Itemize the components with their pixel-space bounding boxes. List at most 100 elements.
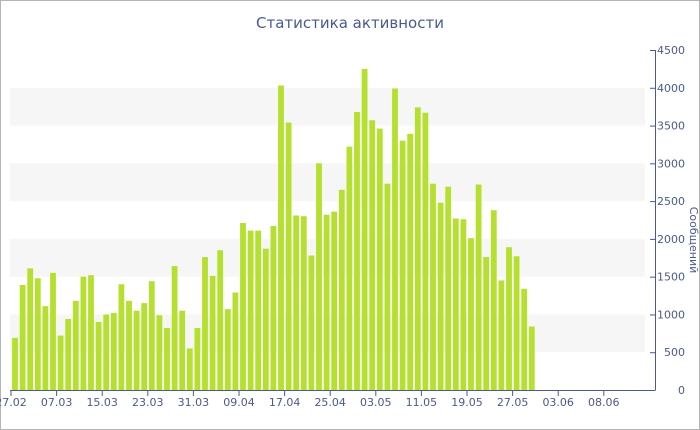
x-tick-label: 31.03 — [178, 396, 210, 409]
bar — [293, 215, 300, 390]
grid-band — [10, 163, 645, 202]
bar — [164, 328, 170, 390]
bar — [338, 189, 345, 390]
bar — [240, 223, 246, 390]
bar — [65, 318, 72, 390]
bar — [34, 278, 41, 390]
y-axis-label: Сообщений — [687, 207, 700, 274]
bar — [384, 183, 391, 390]
y-tick-label: 4000 — [657, 82, 685, 95]
bar — [300, 216, 307, 390]
x-tick-label: 09.04 — [223, 396, 255, 409]
bar — [262, 248, 269, 390]
chart-title: Статистика активности — [256, 14, 444, 32]
bar — [255, 230, 262, 390]
bar — [445, 186, 452, 390]
bar — [103, 314, 110, 390]
bar — [354, 111, 360, 391]
x-tick-label: 03.05 — [360, 396, 392, 409]
grid-band — [10, 87, 645, 126]
bar — [232, 292, 239, 390]
x-tick-label: 25.04 — [314, 396, 346, 409]
bar — [95, 322, 102, 390]
x-tick-label: 19.05 — [451, 396, 483, 409]
bar — [316, 163, 322, 390]
y-tick-label: 2000 — [657, 233, 685, 246]
bar — [468, 238, 474, 390]
bar — [217, 250, 224, 390]
bar — [513, 256, 520, 390]
bar — [247, 230, 254, 390]
bar — [209, 275, 216, 390]
bar — [156, 315, 163, 390]
bar — [171, 266, 178, 390]
bar — [42, 306, 49, 390]
bar — [12, 337, 18, 390]
bar — [369, 120, 376, 391]
bar — [490, 210, 497, 390]
bar — [133, 310, 140, 390]
bar — [308, 255, 315, 390]
bar — [179, 310, 186, 390]
bar — [407, 133, 414, 390]
bar — [19, 284, 26, 390]
y-tick-label: 3000 — [657, 157, 685, 170]
bar — [437, 202, 444, 390]
bar — [118, 284, 125, 390]
x-tick-label: 27.05 — [497, 396, 529, 409]
bar — [285, 122, 292, 390]
x-tick-label: 03.06 — [542, 396, 574, 409]
bar — [202, 257, 208, 390]
x-tick-label: 23.03 — [132, 396, 164, 409]
bars — [12, 68, 535, 391]
bar — [270, 226, 277, 390]
x-tick-label: 27.02 — [0, 396, 27, 409]
bar — [430, 183, 436, 390]
x-tick-label: 07.03 — [41, 396, 73, 409]
bar — [422, 112, 429, 391]
bar — [460, 219, 467, 390]
bar — [392, 88, 398, 390]
bar — [528, 326, 535, 390]
bar — [80, 276, 87, 390]
bar — [126, 300, 132, 390]
x-tick-label: 17.04 — [269, 396, 301, 409]
bar — [224, 309, 231, 390]
bar — [88, 275, 94, 390]
bar — [186, 348, 193, 390]
bar — [361, 68, 368, 390]
bar — [148, 281, 155, 390]
y-tick-label: 3500 — [657, 120, 685, 133]
bar — [50, 272, 56, 390]
bar — [414, 107, 421, 391]
bar — [194, 328, 201, 390]
y-tick-label: 0 — [678, 384, 685, 397]
bar — [452, 218, 459, 390]
bar — [498, 280, 505, 390]
axes: 0 500 1000 1500 2000 2500 3000 3500 4000 4500 27.0… — [0, 44, 685, 409]
bar — [346, 146, 353, 390]
bar — [521, 288, 528, 390]
x-tick-label: 08.06 — [588, 396, 620, 409]
bar — [141, 303, 148, 390]
bar — [506, 247, 512, 390]
bar — [323, 214, 330, 390]
bar — [475, 184, 482, 390]
bar — [278, 85, 284, 390]
y-tick-label: 4500 — [657, 44, 685, 57]
bar — [72, 300, 79, 390]
bar — [483, 257, 490, 390]
bar — [376, 128, 383, 390]
bar — [399, 140, 406, 390]
y-tick-label: 2500 — [657, 195, 685, 208]
bar — [331, 211, 338, 390]
x-tick-label: 11.05 — [406, 396, 438, 409]
bar — [110, 312, 117, 390]
y-tick-label: 500 — [664, 346, 685, 359]
bar — [27, 268, 34, 390]
x-tick-label: 15.03 — [86, 396, 118, 409]
bar — [57, 335, 64, 390]
y-tick-label: 1000 — [657, 308, 685, 321]
y-tick-label: 1500 — [657, 271, 685, 284]
